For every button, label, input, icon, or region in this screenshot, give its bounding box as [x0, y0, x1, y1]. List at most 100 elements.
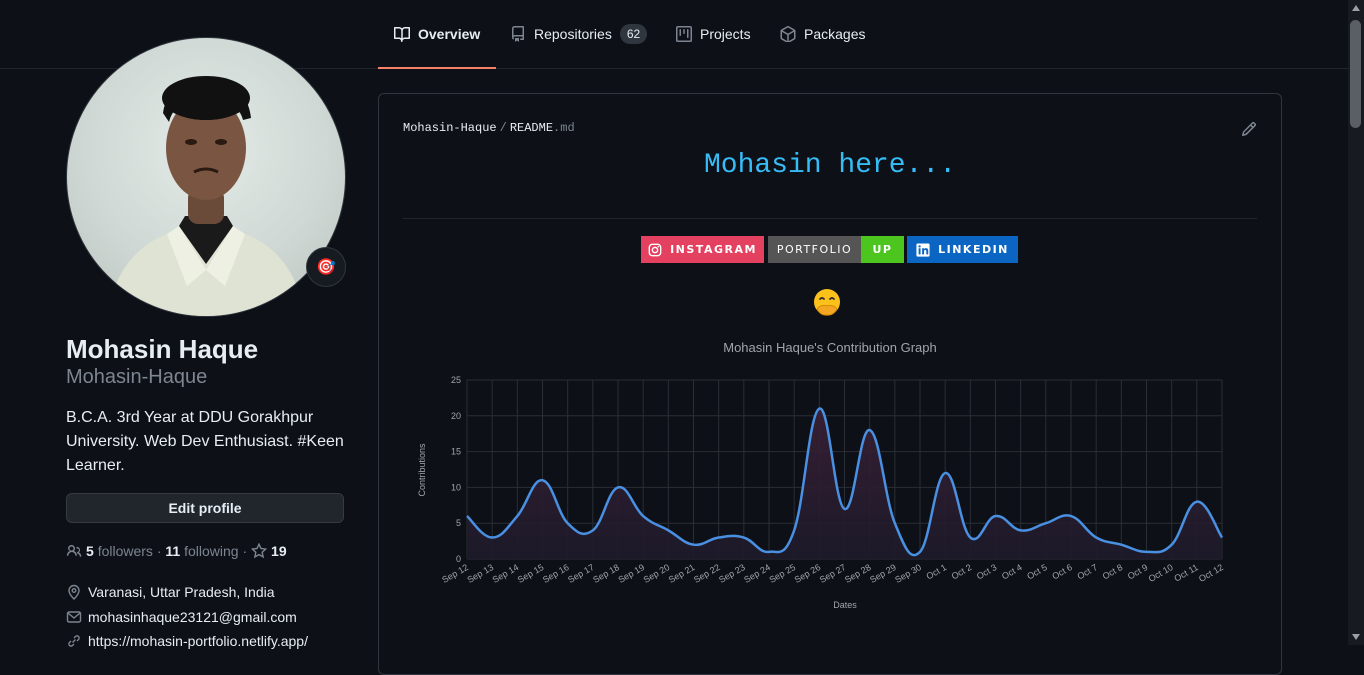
x-tick-label: Oct 6 — [1050, 562, 1074, 581]
star-icon — [251, 543, 268, 559]
chart-area — [467, 408, 1222, 559]
portfolio-status-label: UP — [872, 243, 893, 256]
location-icon — [68, 584, 80, 600]
location-text: Varanasi, Uttar Pradesh, India — [88, 584, 275, 600]
people-icon — [66, 545, 82, 557]
y-axis-label: Contributions — [417, 443, 427, 497]
readme-file-link[interactable]: README.md — [510, 121, 575, 135]
readme-file-name: README — [509, 121, 554, 135]
x-tick-label: Oct 9 — [1126, 562, 1150, 581]
y-tick-label: 25 — [451, 375, 461, 385]
profile-tab-nav: Overview Repositories 62 Projects Packag… — [0, 0, 1348, 69]
portfolio-badge-label: PORTFOLIO — [776, 243, 853, 256]
tab-packages-label: Packages — [804, 26, 866, 42]
book-icon — [394, 26, 410, 42]
repo-icon — [512, 26, 524, 42]
stars-link[interactable]: 19 — [251, 543, 287, 559]
x-tick-label: Sep 20 — [642, 562, 672, 585]
x-tick-label: Sep 28 — [843, 562, 873, 585]
x-tick-label: Oct 11 — [1172, 562, 1199, 584]
mail-icon — [66, 611, 82, 623]
x-tick-label: Sep 22 — [692, 562, 722, 585]
avatar-container: 🎯 — [66, 37, 346, 317]
x-tick-label: Sep 21 — [667, 562, 697, 585]
readme-owner-link[interactable]: Mohasin-Haque — [403, 121, 497, 135]
linkedin-badge-label: LINKEDIN — [938, 243, 1009, 256]
repositories-count-badge: 62 — [619, 24, 648, 44]
y-tick-label: 15 — [451, 447, 461, 457]
instagram-badge-label: INSTAGRAM — [670, 243, 757, 256]
chart-series-line — [466, 407, 1224, 557]
tab-packages[interactable]: Packages — [780, 0, 865, 68]
website-row: https://mohasin-portfolio.netlify.app/ — [66, 633, 308, 649]
instagram-icon — [648, 243, 662, 256]
readme-card: Mohasin-Haque / README.md Mohasin here... … — [378, 93, 1282, 675]
following-label: following — [184, 543, 239, 559]
breadcrumb-separator: / — [499, 121, 507, 135]
tab-overview-label: Overview — [418, 26, 481, 42]
x-tick-label: Sep 25 — [767, 562, 797, 585]
x-tick-label: Sep 16 — [541, 562, 571, 585]
x-tick-label: Sep 17 — [566, 562, 596, 585]
avatar-photo — [107, 76, 305, 316]
followers-link[interactable]: 5 followers — [86, 543, 153, 559]
linkedin-icon — [916, 242, 930, 257]
x-tick-label: Sep 15 — [516, 562, 546, 585]
x-tick-label: Sep 13 — [465, 562, 495, 585]
linkedin-badge[interactable]: LINKEDIN — [907, 236, 1018, 263]
scrollbar-thumb[interactable] — [1350, 20, 1361, 128]
status-emoji-button[interactable]: 🎯 — [306, 247, 346, 287]
profile-bio: B.C.A. 3rd Year at DDU Gorakhpur Univers… — [66, 409, 344, 474]
readme-file-ext: .md — [553, 121, 575, 135]
x-tick-label: Oct 3 — [975, 562, 999, 581]
location-row: Varanasi, Uttar Pradesh, India — [66, 584, 275, 600]
edit-profile-button[interactable]: Edit profile — [66, 493, 344, 523]
tab-projects[interactable]: Projects — [676, 0, 751, 68]
x-tick-label: Sep 24 — [742, 562, 772, 585]
divider — [403, 218, 1257, 219]
instagram-badge[interactable]: INSTAGRAM — [641, 236, 764, 263]
chart-title: Mohasin Haque's Contribution Graph — [723, 340, 937, 355]
tab-overview[interactable]: Overview — [377, 0, 497, 69]
x-tick-label: Oct 7 — [1076, 562, 1100, 581]
y-axis-ticks: 0 5 10 15 20 25 — [451, 375, 461, 564]
y-tick-label: 5 — [456, 518, 461, 528]
page-scrollbar[interactable] — [1348, 0, 1364, 645]
target-icon: 🎯 — [316, 259, 336, 276]
x-axis-label: Dates — [833, 600, 857, 610]
y-tick-label: 10 — [451, 482, 461, 492]
x-tick-label: Oct 10 — [1147, 562, 1175, 584]
email-link[interactable]: mohasinhaque23121@gmail.com — [88, 609, 297, 625]
website-link[interactable]: https://mohasin-portfolio.netlify.app/ — [88, 633, 308, 649]
x-tick-label: Oct 2 — [950, 562, 974, 581]
x-tick-label: Sep 14 — [491, 562, 521, 585]
x-tick-label: Sep 18 — [591, 562, 621, 585]
portfolio-badge[interactable]: PORTFOLIO — [768, 236, 861, 263]
x-tick-label: Oct 8 — [1101, 562, 1125, 581]
y-tick-label: 20 — [451, 411, 461, 421]
avatar[interactable] — [66, 37, 346, 317]
pencil-icon[interactable] — [1241, 121, 1257, 137]
portfolio-status-badge[interactable]: UP — [861, 236, 904, 263]
profile-full-name: Mohasin Haque — [66, 334, 259, 364]
scroll-down-arrow-icon[interactable] — [1348, 629, 1364, 645]
following-link[interactable]: 11 following — [165, 543, 238, 559]
link-icon — [68, 635, 80, 647]
x-tick-label: Sep 29 — [868, 562, 898, 585]
x-tick-label: Sep 19 — [616, 562, 646, 585]
x-tick-label: Oct 1 — [925, 562, 949, 581]
scroll-up-arrow-icon[interactable] — [1348, 0, 1364, 16]
x-tick-label: Sep 23 — [717, 562, 747, 585]
x-tick-label: Oct 5 — [1025, 562, 1049, 581]
tab-repositories[interactable]: Repositories 62 — [510, 0, 648, 68]
x-tick-label: Oct 12 — [1197, 562, 1225, 584]
tab-projects-label: Projects — [700, 26, 751, 42]
profile-username: Mohasin-Haque — [66, 366, 208, 388]
x-tick-label: Oct 4 — [1000, 562, 1024, 581]
separator-dot: · — [156, 543, 162, 559]
separator-dot: · — [242, 543, 248, 559]
followers-label: followers — [97, 543, 153, 559]
x-tick-label: Sep 12 — [440, 562, 470, 585]
